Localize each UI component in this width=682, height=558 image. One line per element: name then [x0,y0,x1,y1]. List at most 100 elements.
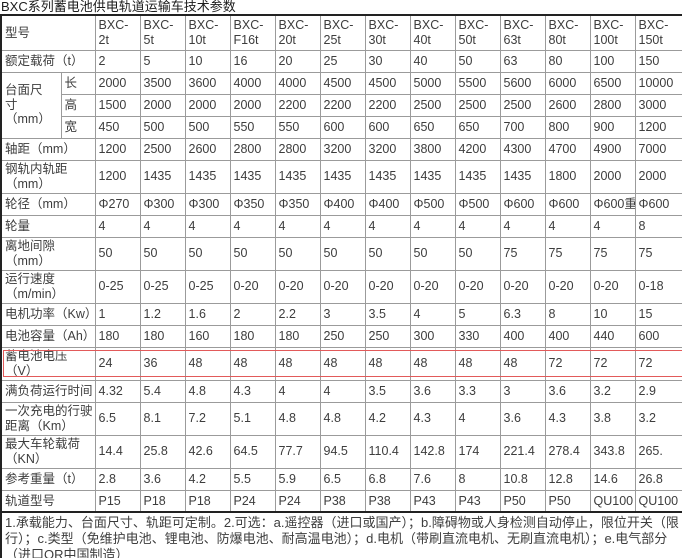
model-header-cell: BXC-30t [364,14,411,51]
spec-cell: 4 [454,401,501,436]
spec-cell: 250 [364,324,411,348]
spec-cell: 2600 [184,137,231,161]
table-row: 钢轨内轨距 （mm） 1200 1435 1435 1435 1435 1435 1435 14… [0,159,682,194]
spec-cell: 0-20 [409,269,456,304]
spec-cell: 5.9 [274,467,321,491]
model-header-cell: BXC-25t [319,14,366,51]
spec-cell: 3500 [139,71,186,95]
spec-cell: 7.2 [184,401,231,436]
battery-voltage-row: 蓄电池电压 （V） 24 36 48 48 48 48 48 48 48 48 72 72 72 [0,346,682,381]
spec-cell: 7.6 [409,467,456,491]
spec-cell: 8 [544,302,591,326]
spec-cell: Φ270 [94,192,141,216]
spec-cell: 25 [319,49,366,73]
spec-cell: 50 [409,236,456,271]
spec-cell: 5 [139,49,186,73]
spec-cell: P50 [544,489,591,513]
spec-cell: 2000 [634,159,682,194]
table-row: 轨道型号 P15 P18 P18 P24 P24 P38 P38 P43 P43 P50 P50 QU1… [0,489,682,513]
spec-cell: 2800 [274,137,321,161]
spec-cell: 100 [589,49,636,73]
spec-cell: 440 [589,324,636,348]
spec-cell: 0-25 [139,269,186,304]
spec-cell: 3.5 [364,379,411,403]
spec-cell: 5500 [454,71,501,95]
spec-cell: 0-20 [544,269,591,304]
spec-cell: 600 [319,115,366,139]
spec-cell: 4200 [454,137,501,161]
spec-cell: 4300 [499,137,546,161]
spec-cell: 1200 [94,159,141,194]
spec-cell: 343.8 [589,434,636,469]
spec-cell: 3 [319,302,366,326]
table-row: 最大车轮载荷 （KN） 14.4 25.8 42.6 64.5 77.7 94.5 110.4… [0,434,682,469]
table-row: 额定载荷（t） 2 5 10 16 20 25 30 40 50 63 80 100 150 [0,49,682,73]
spec-cell: 0-20 [454,269,501,304]
spec-cell: 2500 [139,137,186,161]
spec-cell: 4000 [274,71,321,95]
model-header-cell: BXC-50t [454,14,501,51]
spec-cell: 4700 [544,137,591,161]
spec-cell: P38 [364,489,411,513]
spec-cell: 0-20 [499,269,546,304]
spec-cell: 48 [184,346,231,381]
spec-cell: 50 [454,49,501,73]
spec-cell: 4 [409,302,456,326]
spec-cell: 221.4 [499,434,546,469]
spec-cell: 4 [319,214,366,238]
row-label: 蓄电池电压 （V） [0,346,96,381]
spec-cell: 10000 [634,71,682,95]
spec-cell: 50 [454,236,501,271]
spec-cell: 4500 [364,71,411,95]
spec-cell: 1435 [499,159,546,194]
spec-cell: 5000 [409,71,456,95]
spec-cell: 0-20 [589,269,636,304]
row-label: 额定载荷（t） [0,49,96,73]
spec-cell: 1435 [364,159,411,194]
spec-cell: 0-25 [184,269,231,304]
row-label: 最大车轮载荷 （KN） [0,434,96,469]
row-label: 电池容量（Ah） [0,324,96,348]
spec-cell: 4.32 [94,379,141,403]
spec-cell: 14.4 [94,434,141,469]
spec-cell: 3000 [634,93,682,117]
spec-cell: Φ600 [544,192,591,216]
spec-cell: 4.3 [229,379,276,403]
row-label: 参考重量（t） [0,467,96,491]
spec-cell: Φ500 [454,192,501,216]
spec-cell: P24 [229,489,276,513]
spec-cell: 10 [589,302,636,326]
spec-cell: 72 [544,346,591,381]
spec-cell: 2 [94,49,141,73]
spec-cell: 650 [409,115,456,139]
row-label: 离地间隙 （mm） [0,236,96,271]
spec-cell: 24 [94,346,141,381]
model-header-cell: BXC-F16t [229,14,276,51]
spec-cell: 330 [454,324,501,348]
spec-cell: 48 [319,346,366,381]
spec-cell: 50 [229,236,276,271]
spec-cell: Φ350 [229,192,276,216]
spec-cell: 1.2 [139,302,186,326]
spec-cell: 1 [94,302,141,326]
spec-cell: 2000 [184,93,231,117]
spec-cell: 400 [499,324,546,348]
table-row: 一次充电的行驶 距离（Km） 6.5 8.1 7.2 5.1 4.8 4.8 4.2 4.3 4 3… [0,401,682,436]
spec-cell: 0-20 [319,269,366,304]
spec-cell: 4.8 [274,401,321,436]
spec-cell: 0-25 [94,269,141,304]
spec-cell: 48 [409,346,456,381]
table-row: 宽 450 500 500 550 550 600 600 650 650 700 800 900 120… [1,115,682,139]
spec-cell: 4000 [229,71,276,95]
spec-cell: 3.5 [364,302,411,326]
spec-cell: 8.1 [139,401,186,436]
spec-cell: 4 [589,214,636,238]
spec-cell: 278.4 [544,434,591,469]
spec-cell: 550 [274,115,321,139]
spec-cell: 6.5 [319,467,366,491]
spec-cell: 75 [589,236,636,271]
spec-cell: 20 [274,49,321,73]
spec-cell: 2800 [229,137,276,161]
model-header-cell: BXC-40t [409,14,456,51]
spec-cell: Φ400 [319,192,366,216]
